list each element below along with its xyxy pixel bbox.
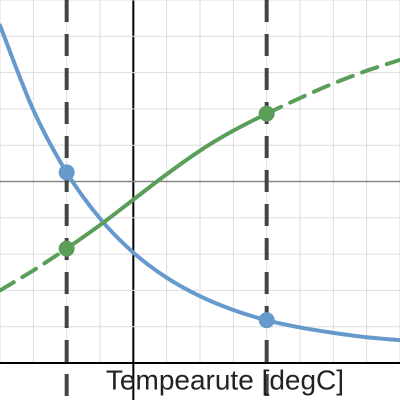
series-line: [0, 246, 69, 293]
point: [258, 312, 275, 329]
point: [58, 164, 75, 181]
point: [58, 240, 75, 257]
series-line: [0, 23, 400, 343]
series-line: [264, 57, 400, 116]
series-line: [64, 111, 269, 251]
x-axis-label: Tempearute [degC]: [106, 364, 344, 395]
point: [258, 105, 275, 122]
